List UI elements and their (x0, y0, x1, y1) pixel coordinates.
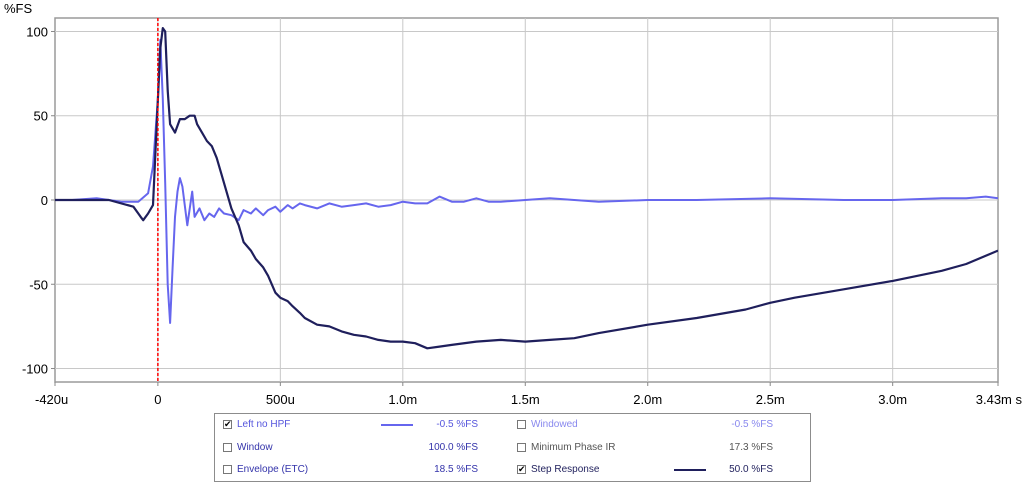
y-tick-label-2: 0 (41, 193, 48, 208)
legend-item-minimum-phase-ir[interactable]: Minimum Phase IR 17.3 %FS (517, 440, 777, 456)
legend-value-window: 100.0 %FS (428, 442, 478, 453)
x-axis-ticks: -420u 0 500u 1.0m 1.5m 2.0m 2.5m 3.0m 3.43m s (35, 382, 1022, 407)
legend-value-minimum-phase-ir: 17.3 %FS (729, 442, 773, 453)
x-tick-label-0: -420u (35, 392, 68, 407)
series-lines (55, 27, 998, 350)
x-tick-label-3: 1.0m (388, 392, 417, 407)
y-tick-label-3: -50 (29, 277, 48, 292)
legend-item-envelope[interactable]: Envelope (ETC) 18.5 %FS (223, 462, 483, 478)
x-tick-label-7: 3.0m (878, 392, 907, 407)
x-tick-label-8: 3.43m s (976, 392, 1023, 407)
legend-item-window[interactable]: Window 100.0 %FS (223, 440, 483, 456)
series-line-step-response (55, 27, 998, 350)
legend-label-minimum-phase-ir: Minimum Phase IR (531, 442, 616, 453)
legend-item-left-no-hpf[interactable]: ✔ Left no HPF -0.5 %FS (223, 417, 483, 433)
chart: 100 50 0 -50 -100 -420u 0 500u 1.0m 1.5m 2.0m 2.5m… (4, 1, 1022, 407)
legend: ✔ Left no HPF -0.5 %FS Window 100.0 %FS … (214, 413, 811, 482)
checkbox-windowed[interactable] (517, 420, 526, 429)
legend-item-windowed[interactable]: Windowed -0.5 %FS (517, 417, 777, 433)
x-tick-label-2: 500u (266, 392, 295, 407)
checkbox-window[interactable] (223, 443, 232, 452)
legend-label-window: Window (237, 442, 273, 453)
y-tick-label-1: 50 (34, 109, 48, 124)
x-tick-label-1: 0 (154, 392, 161, 407)
y-tick-label-4: -100 (22, 362, 48, 377)
legend-item-step-response[interactable]: ✔ Step Response 50.0 %FS (517, 462, 777, 478)
y-axis-label: %FS (4, 1, 33, 16)
legend-value-windowed: -0.5 %FS (731, 419, 773, 430)
x-tick-label-6: 2.5m (756, 392, 785, 407)
checkbox-step-response[interactable]: ✔ (517, 464, 526, 474)
swatch-left-no-hpf (381, 424, 413, 426)
legend-value-step-response: 50.0 %FS (729, 464, 773, 475)
series-line-left-no-hpf (55, 38, 998, 324)
legend-label-envelope: Envelope (ETC) (237, 464, 309, 475)
legend-label-step-response: Step Response (531, 464, 600, 475)
y-axis-ticks: 100 50 0 -50 -100 (22, 24, 55, 377)
legend-value-left-no-hpf: -0.5 %FS (436, 419, 478, 430)
legend-label-left-no-hpf: Left no HPF (237, 419, 291, 430)
checkbox-envelope[interactable] (223, 465, 232, 474)
x-tick-label-5: 2.0m (633, 392, 662, 407)
x-tick-label-4: 1.5m (511, 392, 540, 407)
legend-label-windowed: Windowed (531, 419, 578, 430)
checkbox-minimum-phase-ir[interactable] (517, 443, 526, 452)
swatch-step-response (674, 469, 706, 471)
checkbox-left-no-hpf[interactable]: ✔ (223, 419, 232, 429)
legend-value-envelope: 18.5 %FS (434, 464, 478, 475)
y-tick-label-0: 100 (26, 24, 48, 39)
